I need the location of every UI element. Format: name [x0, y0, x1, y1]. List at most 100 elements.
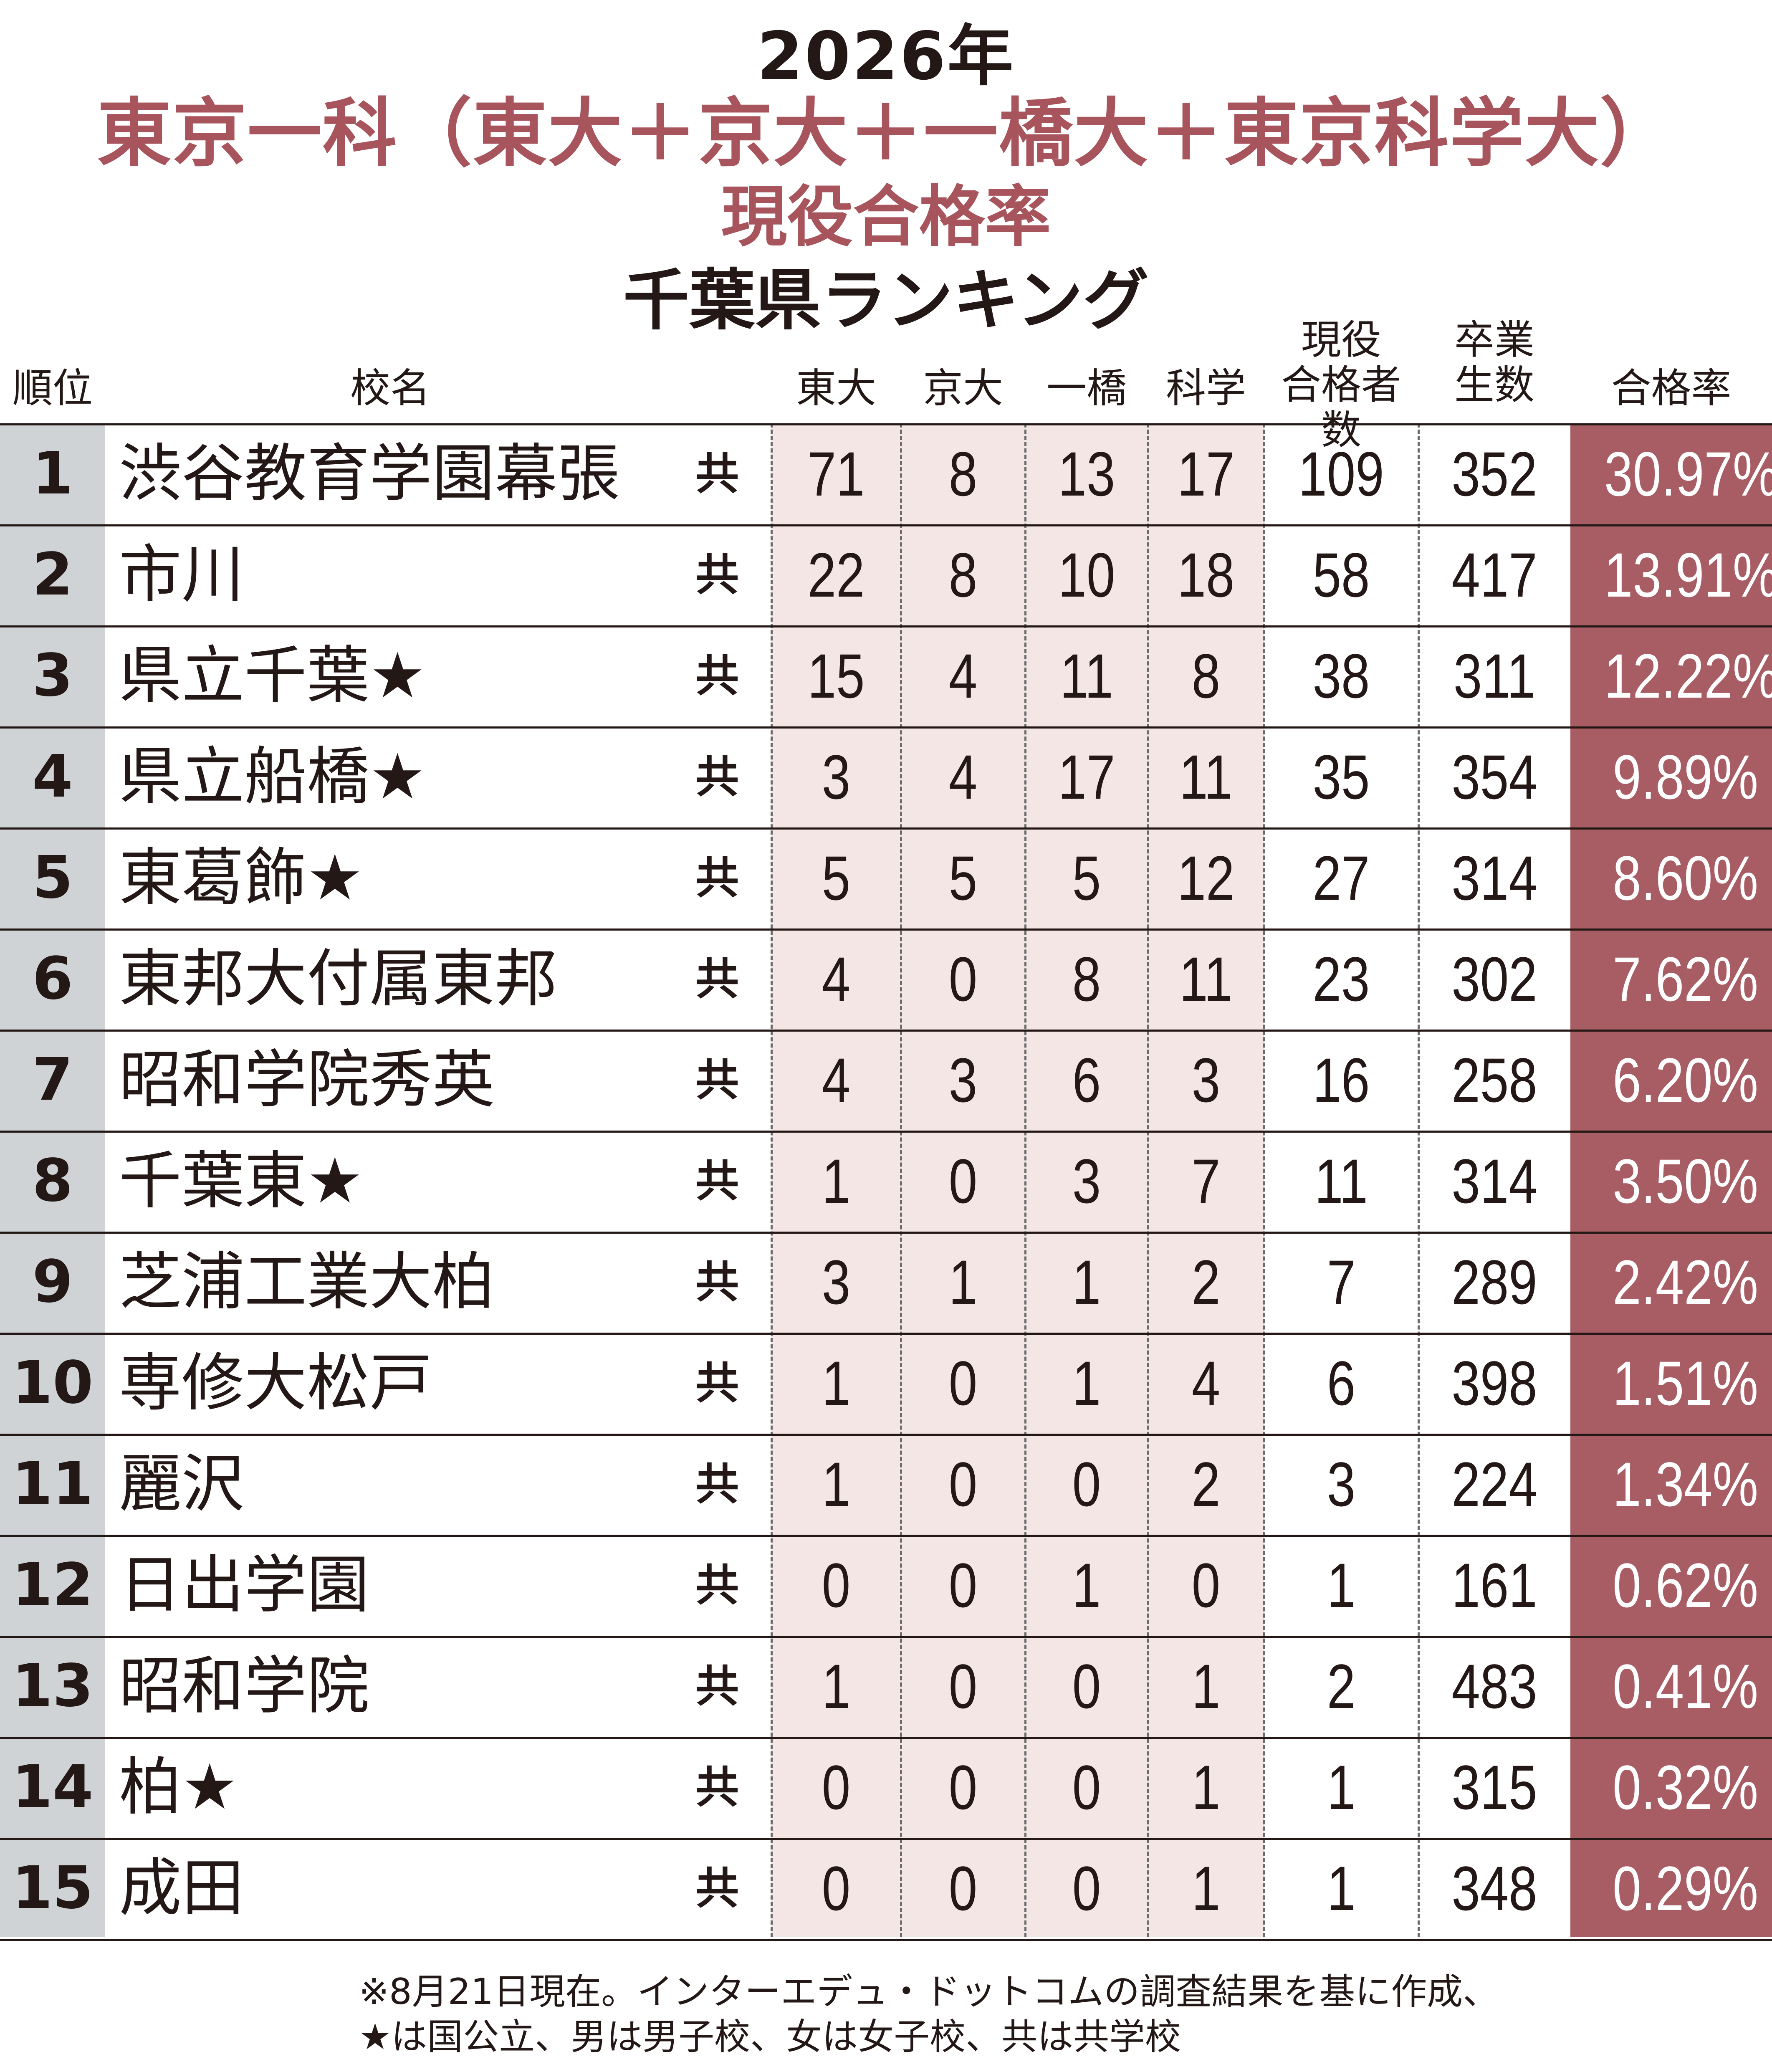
rank-cell: 15 — [12, 1854, 94, 1922]
kagaku-count-cell: 17 — [1177, 439, 1235, 509]
row-divider — [0, 1939, 1772, 1941]
graduates-count-cell: 483 — [1451, 1651, 1537, 1721]
kagaku-count-cell: 7 — [1191, 1146, 1221, 1216]
row-divider — [0, 1737, 1772, 1739]
table-row: 12 日出学園 共 0 0 1 0 1 161 0.62% — [0, 1535, 1772, 1636]
todai-count-cell: 1 — [822, 1449, 851, 1519]
graduates-count-cell: 311 — [1453, 641, 1536, 711]
table-row: 5 東葛飾★ 共 5 5 5 12 27 314 8.60% — [0, 827, 1772, 928]
row-divider — [0, 1030, 1772, 1032]
header-hitotsubashi: 一橋 — [1047, 365, 1127, 412]
title-main: 東京一科（東大＋京大＋一橋大＋東京科学大） — [97, 90, 1675, 177]
kagaku-count-cell: 11 — [1179, 944, 1233, 1014]
passers-count-cell: 11 — [1314, 1146, 1368, 1216]
pass-rate-cell: 0.32% — [1613, 1752, 1758, 1822]
rank-cell: 8 — [32, 1147, 73, 1215]
kagaku-count-cell: 0 — [1191, 1550, 1221, 1620]
rank-cell: 5 — [32, 844, 73, 912]
kyodai-count-cell: 3 — [948, 1045, 978, 1115]
column-divider — [1263, 423, 1265, 1937]
passers-count-cell: 2 — [1327, 1651, 1356, 1721]
graduates-count-cell: 417 — [1451, 540, 1537, 610]
todai-count-cell: 5 — [822, 843, 851, 913]
row-divider — [0, 1131, 1772, 1133]
school-name-cell: 東邦大付属東邦 — [119, 943, 558, 1015]
passers-count-cell: 27 — [1312, 843, 1370, 913]
todai-count-cell: 4 — [822, 1045, 851, 1115]
rank-cell: 10 — [12, 1349, 94, 1417]
passers-count-cell: 23 — [1312, 944, 1370, 1014]
kyodai-count-cell: 0 — [948, 1449, 978, 1519]
graduates-count-cell: 224 — [1451, 1449, 1537, 1519]
table-row: 4 県立船橋★ 共 3 4 17 11 35 354 9.89% — [0, 726, 1772, 827]
graduates-count-cell: 315 — [1451, 1752, 1537, 1822]
kyodai-count-cell: 0 — [948, 1853, 978, 1923]
header-todai: 東大 — [796, 365, 876, 412]
school-type-cell: 共 — [695, 448, 739, 499]
table-border — [0, 423, 1772, 425]
row-divider — [0, 726, 1772, 729]
todai-count-cell: 71 — [807, 439, 865, 509]
passers-count-cell: 35 — [1312, 742, 1370, 812]
graduates-count-cell: 398 — [1451, 1348, 1537, 1418]
header-kyodai: 京大 — [923, 365, 1003, 412]
pass-rate-cell: 1.51% — [1613, 1348, 1758, 1418]
table-row: 11 麗沢 共 1 0 0 2 3 224 1.34% — [0, 1434, 1772, 1535]
kagaku-count-cell: 4 — [1191, 1348, 1221, 1418]
school-name-cell: 昭和学院秀英 — [119, 1044, 495, 1116]
hitotsubashi-count-cell: 0 — [1072, 1752, 1101, 1822]
header-kagaku: 科学 — [1166, 365, 1246, 412]
todai-count-cell: 1 — [822, 1348, 851, 1418]
pass-rate-cell: 0.29% — [1613, 1853, 1758, 1923]
kyodai-count-cell: 0 — [948, 1348, 978, 1418]
passers-count-cell: 3 — [1327, 1449, 1356, 1519]
school-type-cell: 共 — [695, 1560, 739, 1611]
kagaku-count-cell: 8 — [1191, 641, 1221, 711]
table-row: 9 芝浦工業大柏 共 3 1 1 2 7 289 2.42% — [0, 1232, 1772, 1333]
row-divider — [0, 1838, 1772, 1840]
title-prefecture-ranking: 千葉県ランキング — [623, 262, 1149, 339]
table-row: 8 千葉東★ 共 1 0 3 7 11 314 3.50% — [0, 1131, 1772, 1232]
column-divider — [1024, 423, 1026, 1937]
hitotsubashi-count-cell: 11 — [1060, 641, 1113, 711]
kyodai-count-cell: 0 — [948, 1550, 978, 1620]
rank-cell: 12 — [12, 1551, 94, 1619]
pass-rate-cell: 2.42% — [1613, 1247, 1758, 1317]
passers-count-cell: 16 — [1312, 1045, 1370, 1115]
hitotsubashi-count-cell: 0 — [1072, 1449, 1101, 1519]
table-row: 14 柏★ 共 0 0 0 1 1 315 0.32% — [0, 1737, 1772, 1838]
school-type-cell: 共 — [695, 1459, 739, 1510]
kagaku-count-cell: 2 — [1191, 1247, 1221, 1317]
school-type-cell: 共 — [695, 954, 739, 1004]
row-divider — [0, 1434, 1772, 1436]
table-row: 15 成田 共 0 0 0 1 1 348 0.29% — [0, 1838, 1772, 1939]
pass-rate-cell: 1.34% — [1613, 1449, 1758, 1519]
graduates-count-cell: 302 — [1451, 944, 1537, 1014]
school-name-cell: 日出学園 — [119, 1549, 370, 1622]
kyodai-count-cell: 0 — [948, 1651, 978, 1721]
hitotsubashi-count-cell: 3 — [1072, 1146, 1101, 1216]
rank-cell: 13 — [12, 1652, 94, 1720]
kagaku-count-cell: 12 — [1177, 843, 1235, 913]
todai-count-cell: 4 — [822, 944, 851, 1014]
hitotsubashi-count-cell: 0 — [1072, 1853, 1101, 1923]
kyodai-count-cell: 5 — [948, 843, 978, 913]
hitotsubashi-count-cell: 1 — [1072, 1247, 1101, 1317]
pass-rate-cell: 12.22% — [1604, 641, 1772, 711]
school-type-cell: 共 — [695, 1156, 739, 1207]
todai-count-cell: 15 — [807, 641, 865, 711]
hitotsubashi-count-cell: 10 — [1058, 540, 1115, 610]
table-row: 1 渋谷教育学園幕張 共 71 8 13 17 109 352 30.97% — [0, 423, 1772, 524]
title-year: 2026年 — [757, 18, 1015, 95]
kyodai-count-cell: 8 — [948, 540, 978, 610]
passers-count-cell: 7 — [1327, 1247, 1356, 1317]
school-name-cell: 県立船橋★ — [119, 741, 426, 813]
ranking-table: 1 渋谷教育学園幕張共 71 8 13 17 109 352 30.97% 2 市川共 22 8 10 18… — [0, 423, 1772, 1941]
school-type-cell: 共 — [695, 1055, 739, 1106]
graduates-count-cell: 348 — [1451, 1853, 1537, 1923]
rank-cell: 3 — [32, 642, 73, 710]
passers-count-cell: 109 — [1298, 439, 1384, 509]
graduates-count-cell: 314 — [1451, 843, 1537, 913]
row-divider — [0, 1333, 1772, 1335]
school-type-cell: 共 — [695, 1762, 739, 1813]
